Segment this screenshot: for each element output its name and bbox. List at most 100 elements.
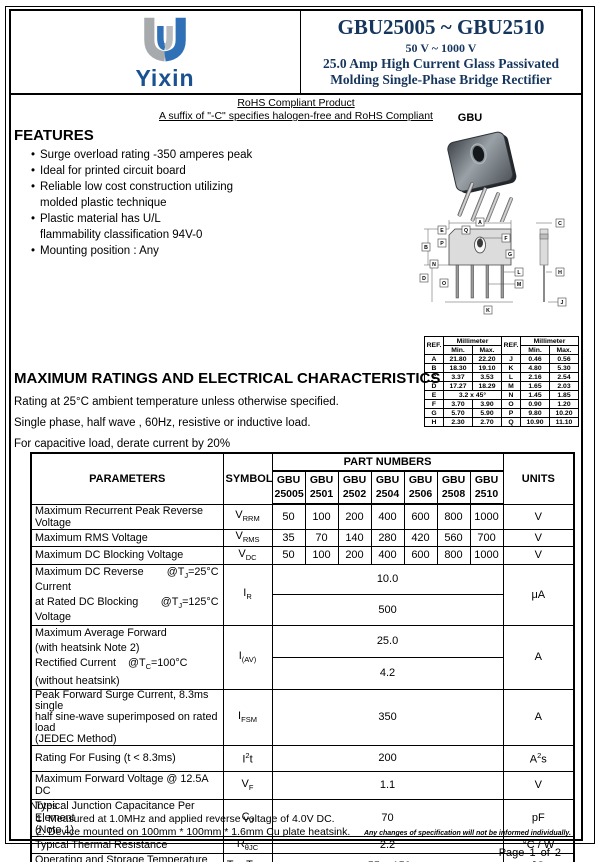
list-item: • Mounting position : Any <box>26 243 296 259</box>
unit-cell: V <box>502 503 575 530</box>
symbol-cell: IR <box>222 563 273 626</box>
param-cell: Maximum DC Reverse Current @TJ=25°C at Ra… <box>30 563 224 626</box>
value-cell: 200 <box>337 503 372 530</box>
value-cell: 100 <box>304 503 339 530</box>
table-cell: A <box>424 354 444 364</box>
table-cell: 5.30 <box>549 363 579 373</box>
table-cell: 5.90 <box>472 408 502 418</box>
dim-label: J <box>561 300 564 306</box>
value-cell: 50 <box>271 503 306 530</box>
dim-label: K <box>486 308 490 314</box>
table-row: E 3.2 x 45° N 1.45 1.85 <box>424 390 579 400</box>
logo-wordmark: Yixin <box>135 65 195 91</box>
header-cell: GBU 2504 <box>370 470 405 505</box>
value-cell: 1.1 <box>271 770 504 800</box>
dim-label: G <box>508 252 512 258</box>
table-cell: 2.70 <box>472 417 502 427</box>
table-cell: Max. <box>549 345 579 355</box>
value-cell: 4.2 <box>271 657 504 690</box>
table-cell: 10.90 <box>520 417 550 427</box>
param-cell: Rating For Fusing (t < 8.3ms) <box>30 744 224 772</box>
list-item: 1. Measured at 1.0MHz and applied reverse… <box>36 813 335 825</box>
value-cell: 50 <box>271 545 306 565</box>
table-cell: Max. <box>472 345 502 355</box>
table-cell: H <box>424 417 444 427</box>
rohs-line2: A suffix of "-C" specifies halogen-free … <box>159 110 433 122</box>
table-row: Operating and Storage Temperature Range … <box>30 852 575 862</box>
yixin-u-logo-icon <box>144 17 186 62</box>
param-cell: Maximum Average Forward (with heatsink N… <box>30 624 224 690</box>
symbol-cell: TJ , TSTG <box>222 852 273 862</box>
table-row: Maximum Average Forward (with heatsink N… <box>30 624 575 690</box>
table-row: Maximum DC Reverse Current @TJ=25°C at Ra… <box>30 563 575 626</box>
dim-label: D <box>422 276 426 282</box>
param-cell: Typical Thermal Resistance <box>30 835 224 854</box>
unit-cell: μA <box>502 563 575 626</box>
table-row: B 18.30 19.10 K 4.80 5.30 <box>424 363 579 373</box>
dim-label: L <box>517 270 521 276</box>
table-row: G 5.70 5.90 P 9.80 10.20 <box>424 408 579 418</box>
header-cell: GBU 25005 <box>271 470 306 505</box>
table-cell: 3.53 <box>472 372 502 382</box>
unit-cell: V <box>502 528 575 547</box>
value-cell: 1000 <box>469 545 504 565</box>
value-cell: 100 <box>304 545 339 565</box>
table-cell: 11.10 <box>549 417 579 427</box>
table-row: Maximum RMS Voltage VRMS 35 70 140 280 4… <box>30 528 575 547</box>
bullet-icon: • <box>30 181 36 193</box>
description-line1: 25.0 Amp High Current Glass Passivated <box>322 56 560 71</box>
table-cell: 9.80 <box>520 408 550 418</box>
value-cell: 140 <box>337 528 372 547</box>
table-cell: REF. <box>424 336 444 355</box>
ratings-note3: For capacitive load, derate current by 2… <box>14 438 231 450</box>
value-cell: 420 <box>403 528 438 547</box>
table-cell: 10.20 <box>549 408 579 418</box>
bullet-icon: • <box>30 165 36 177</box>
value-cell: 1000 <box>469 503 504 530</box>
table-cell: M <box>501 381 521 391</box>
package-dimension-drawing: A Q E P B F G N D O L M K C H J <box>419 217 567 315</box>
table-row: REF. Millimeter REF. Millimeter <box>424 336 579 355</box>
table-cell: 5.70 <box>443 408 473 418</box>
dim-label: Q <box>464 228 468 234</box>
header-cell: GBU 2510 <box>469 470 504 505</box>
table-cell: Millimeter <box>443 336 502 346</box>
value-cell: 200 <box>337 545 372 565</box>
table-row: F 3.70 3.90 O 0.90 1.20 <box>424 399 579 409</box>
table-cell: 18.29 <box>472 381 502 391</box>
table-cell: Min. <box>443 345 473 355</box>
table-row: Maximum Forward Voltage @ 12.5A DC VF 1.… <box>30 770 575 800</box>
table-cell: F <box>424 399 444 409</box>
dim-label: C <box>558 221 562 227</box>
bullet-icon: • <box>30 245 36 257</box>
list-item: • Surge overload rating -350 amperes peak <box>26 147 296 163</box>
feature-text: Reliable low cost construction utilizing <box>40 181 234 193</box>
feature-text: molded plastic technique <box>40 197 167 209</box>
feature-text: Surge overload rating -350 amperes peak <box>40 149 253 161</box>
table-cell: REF. <box>501 336 521 355</box>
feature-text: Ideal for printed circuit board <box>40 165 186 177</box>
header-cell: GBU 2508 <box>436 470 471 505</box>
param-cell: Peak Forward Surge Current, 8.3ms single… <box>30 688 224 746</box>
param-cell: Maximum Forward Voltage @ 12.5A DC <box>30 770 224 800</box>
dim-label: P <box>440 241 444 247</box>
dim-label: B <box>424 245 428 251</box>
unit-cell: °C / W <box>502 835 575 854</box>
table-cell: J <box>501 354 521 364</box>
list-item: • Reliable low cost construction utilizin… <box>26 179 296 195</box>
notes-block: Notes : 1. Measured at 1.0MHz and applied… <box>30 800 350 838</box>
table-cell: G <box>424 408 444 418</box>
table-row: C 3.37 3.53 L 2.16 2.54 <box>424 372 579 382</box>
table-row: Peak Forward Surge Current, 8.3ms single… <box>30 688 575 746</box>
value-cell: 2.2 <box>271 835 504 854</box>
param-cell: Maximum RMS Voltage <box>30 528 224 547</box>
company-logo: Yixin <box>110 14 220 92</box>
unit-cell: °C <box>502 852 575 862</box>
features-list: • Surge overload rating -350 amperes peak… <box>26 147 296 259</box>
unit-cell: V <box>502 545 575 565</box>
dim-label: H <box>558 270 562 276</box>
table-cell: P <box>501 408 521 418</box>
table-row: 500 <box>31 594 574 626</box>
unit-cell: A <box>502 688 575 746</box>
description-line2: Molding Single-Phase Bridge Rectifier <box>330 72 552 87</box>
